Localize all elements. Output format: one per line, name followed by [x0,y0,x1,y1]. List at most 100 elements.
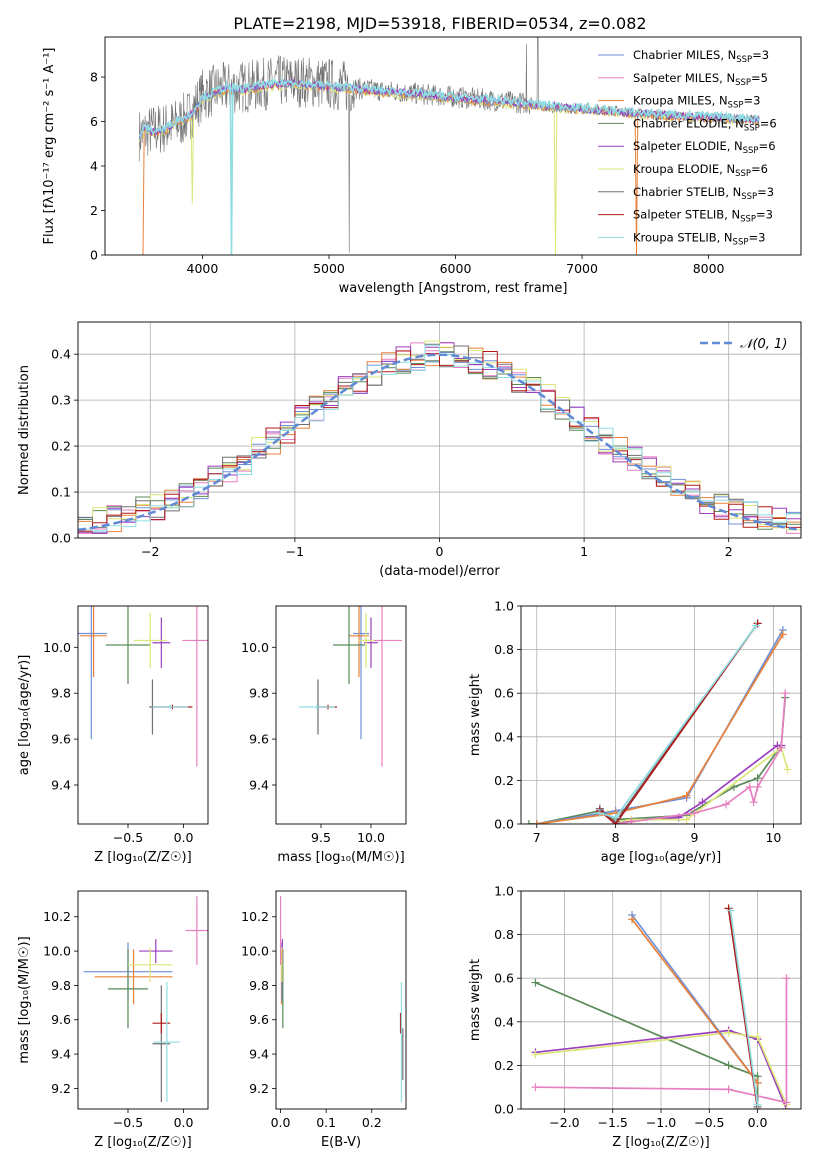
y-tick-label: 9.8 [249,978,269,993]
weight-marker [726,906,735,915]
x-tick-label: 6000 [440,261,472,276]
y-tick-label: 6 [90,114,98,129]
x-tick-label: 0.0 [174,1115,194,1130]
weight-series-line [535,978,788,1104]
plot-frame [520,605,802,825]
x-tick-label: 10.0 [357,830,385,845]
legend-tail: =3 [756,208,773,222]
weight-marker [532,820,541,824]
weight-series-line [536,629,784,824]
x-axis-label: Z [log₁₀(Z/Z☉)] [94,850,191,865]
weight-series-line [535,1031,788,1105]
x-axis-label: wavelength [Angstrom, rest frame] [339,281,568,296]
weight-series-line [599,622,759,824]
legend-sub: SSP [733,237,749,247]
plot-area [138,37,760,255]
plot-area [83,896,208,1103]
x-axis-label: age [log₁₀(age/yr)] [601,850,722,865]
y-tick-label: 4 [90,159,98,174]
x-axis-label: Z [log₁₀(Z/Z☉)] [94,1135,191,1150]
y-tick-label: 0 [90,248,98,263]
weight-marker [531,1083,540,1092]
y-tick-label: 0.6 [494,971,514,986]
y-tick-label: 2 [90,203,98,218]
weight-marker [531,1050,540,1059]
weight-marker [745,782,754,791]
y-tick-label: 9.8 [51,978,71,993]
y-tick-label: 0.8 [494,927,514,942]
legend-tail: =3 [743,94,760,108]
weight-marker [690,809,699,818]
legend-entry: Chabrier MILES, NSSP=3 [633,48,769,65]
y-tick-label: 9.4 [249,777,269,792]
plot-area [299,606,402,767]
error-bar-point [182,606,208,767]
y-tick-label: 0.3 [51,393,71,408]
x-tick-label: 8000 [693,261,725,276]
legend-entry: Chabrier STELIB, NSSP=3 [633,185,774,202]
x-tick-label: 8 [612,830,620,845]
legend-name: Kroupa ELODIE, N [633,162,735,176]
error-bar-point [185,896,208,965]
weight-marker [749,798,758,807]
weight-marker [682,791,691,800]
x-tick-label: 1 [580,544,588,559]
weight-series-line [599,622,759,824]
y-tick-label: 10.0 [43,640,71,655]
x-tick-label: 0 [436,544,444,559]
legend-name: Salpeter STELIB, N [633,208,740,222]
legend-sub: SSP [741,192,757,202]
y-tick-label: 0.0 [494,817,514,832]
y-tick-label: 0.1 [51,485,71,500]
weight-marker [722,800,731,809]
error-bar-point [94,949,173,1005]
y-tick-label: 0.0 [51,531,71,546]
y-tick-label: 10.0 [43,944,71,959]
y-tick-label: 0.6 [494,686,514,701]
y-axis-label: age [log₁₀(age/yr)] [17,655,32,776]
plot-frame [104,36,802,256]
y-tick-label: 0.4 [494,729,514,744]
x-axis-label: (data-model)/error [379,564,500,579]
weight-marker [724,1061,733,1070]
weight-marker [628,915,637,924]
error-bar-point [153,981,181,1103]
error-bar-point [299,704,335,710]
x-tick-label: 0.2 [362,1115,382,1130]
x-tick-label: −1 [286,544,304,559]
plot-frame [275,890,407,1110]
legend-sub: SSP [740,215,756,225]
weight-marker [724,1028,733,1037]
error-bar-point [152,1012,171,1034]
x-tick-label: 10 [765,830,781,845]
weight-marker [753,782,762,791]
legend-sub: SSP [735,78,751,88]
x-tick-label: 4000 [187,261,219,276]
y-tick-label: 9.2 [51,1081,71,1096]
legend-name: Salpeter MILES, N [633,71,735,85]
legend-entry: Salpeter STELIB, NSSP=3 [633,208,773,225]
y-axis-label: mass [log₁₀(M/M☉)] [17,936,32,1063]
legend-name: Chabrier ELODIE, N [633,116,744,130]
figure-title: PLATE=2198, MJD=53918, FIBERID=0534, z=0… [233,14,646,33]
legend-name: Chabrier STELIB, N [633,185,741,199]
spectrum-model-line [138,77,760,255]
weight-marker [531,978,540,987]
y-axis-label: mass weight [468,674,483,756]
legend-tail: =6 [760,116,777,130]
panel-age_vs_mass: 9.5 10.0 9.4 9.6 9.8 10.0 mass [log₁₀(M/M☉)] [241,605,407,865]
legend-sub: SSP [736,55,752,65]
y-tick-label: 10.2 [43,909,71,924]
legend-entry: Salpeter ELODIE, NSSP=6 [633,139,776,156]
error-bar-point [78,606,107,740]
y-tick-label: 8 [90,70,98,85]
panel-spectrum: 4000 5000 6000 7000 8000 0 2 4 6 8 wavelength [Ang… [42,36,802,296]
plot-area [78,322,801,538]
error-bar-point [358,612,374,668]
y-tick-label: 10.0 [241,944,269,959]
y-tick-label: 9.8 [249,686,269,701]
weight-marker [777,743,786,752]
error-bar-point [152,985,171,1103]
y-tick-label: 0.0 [494,1102,514,1117]
